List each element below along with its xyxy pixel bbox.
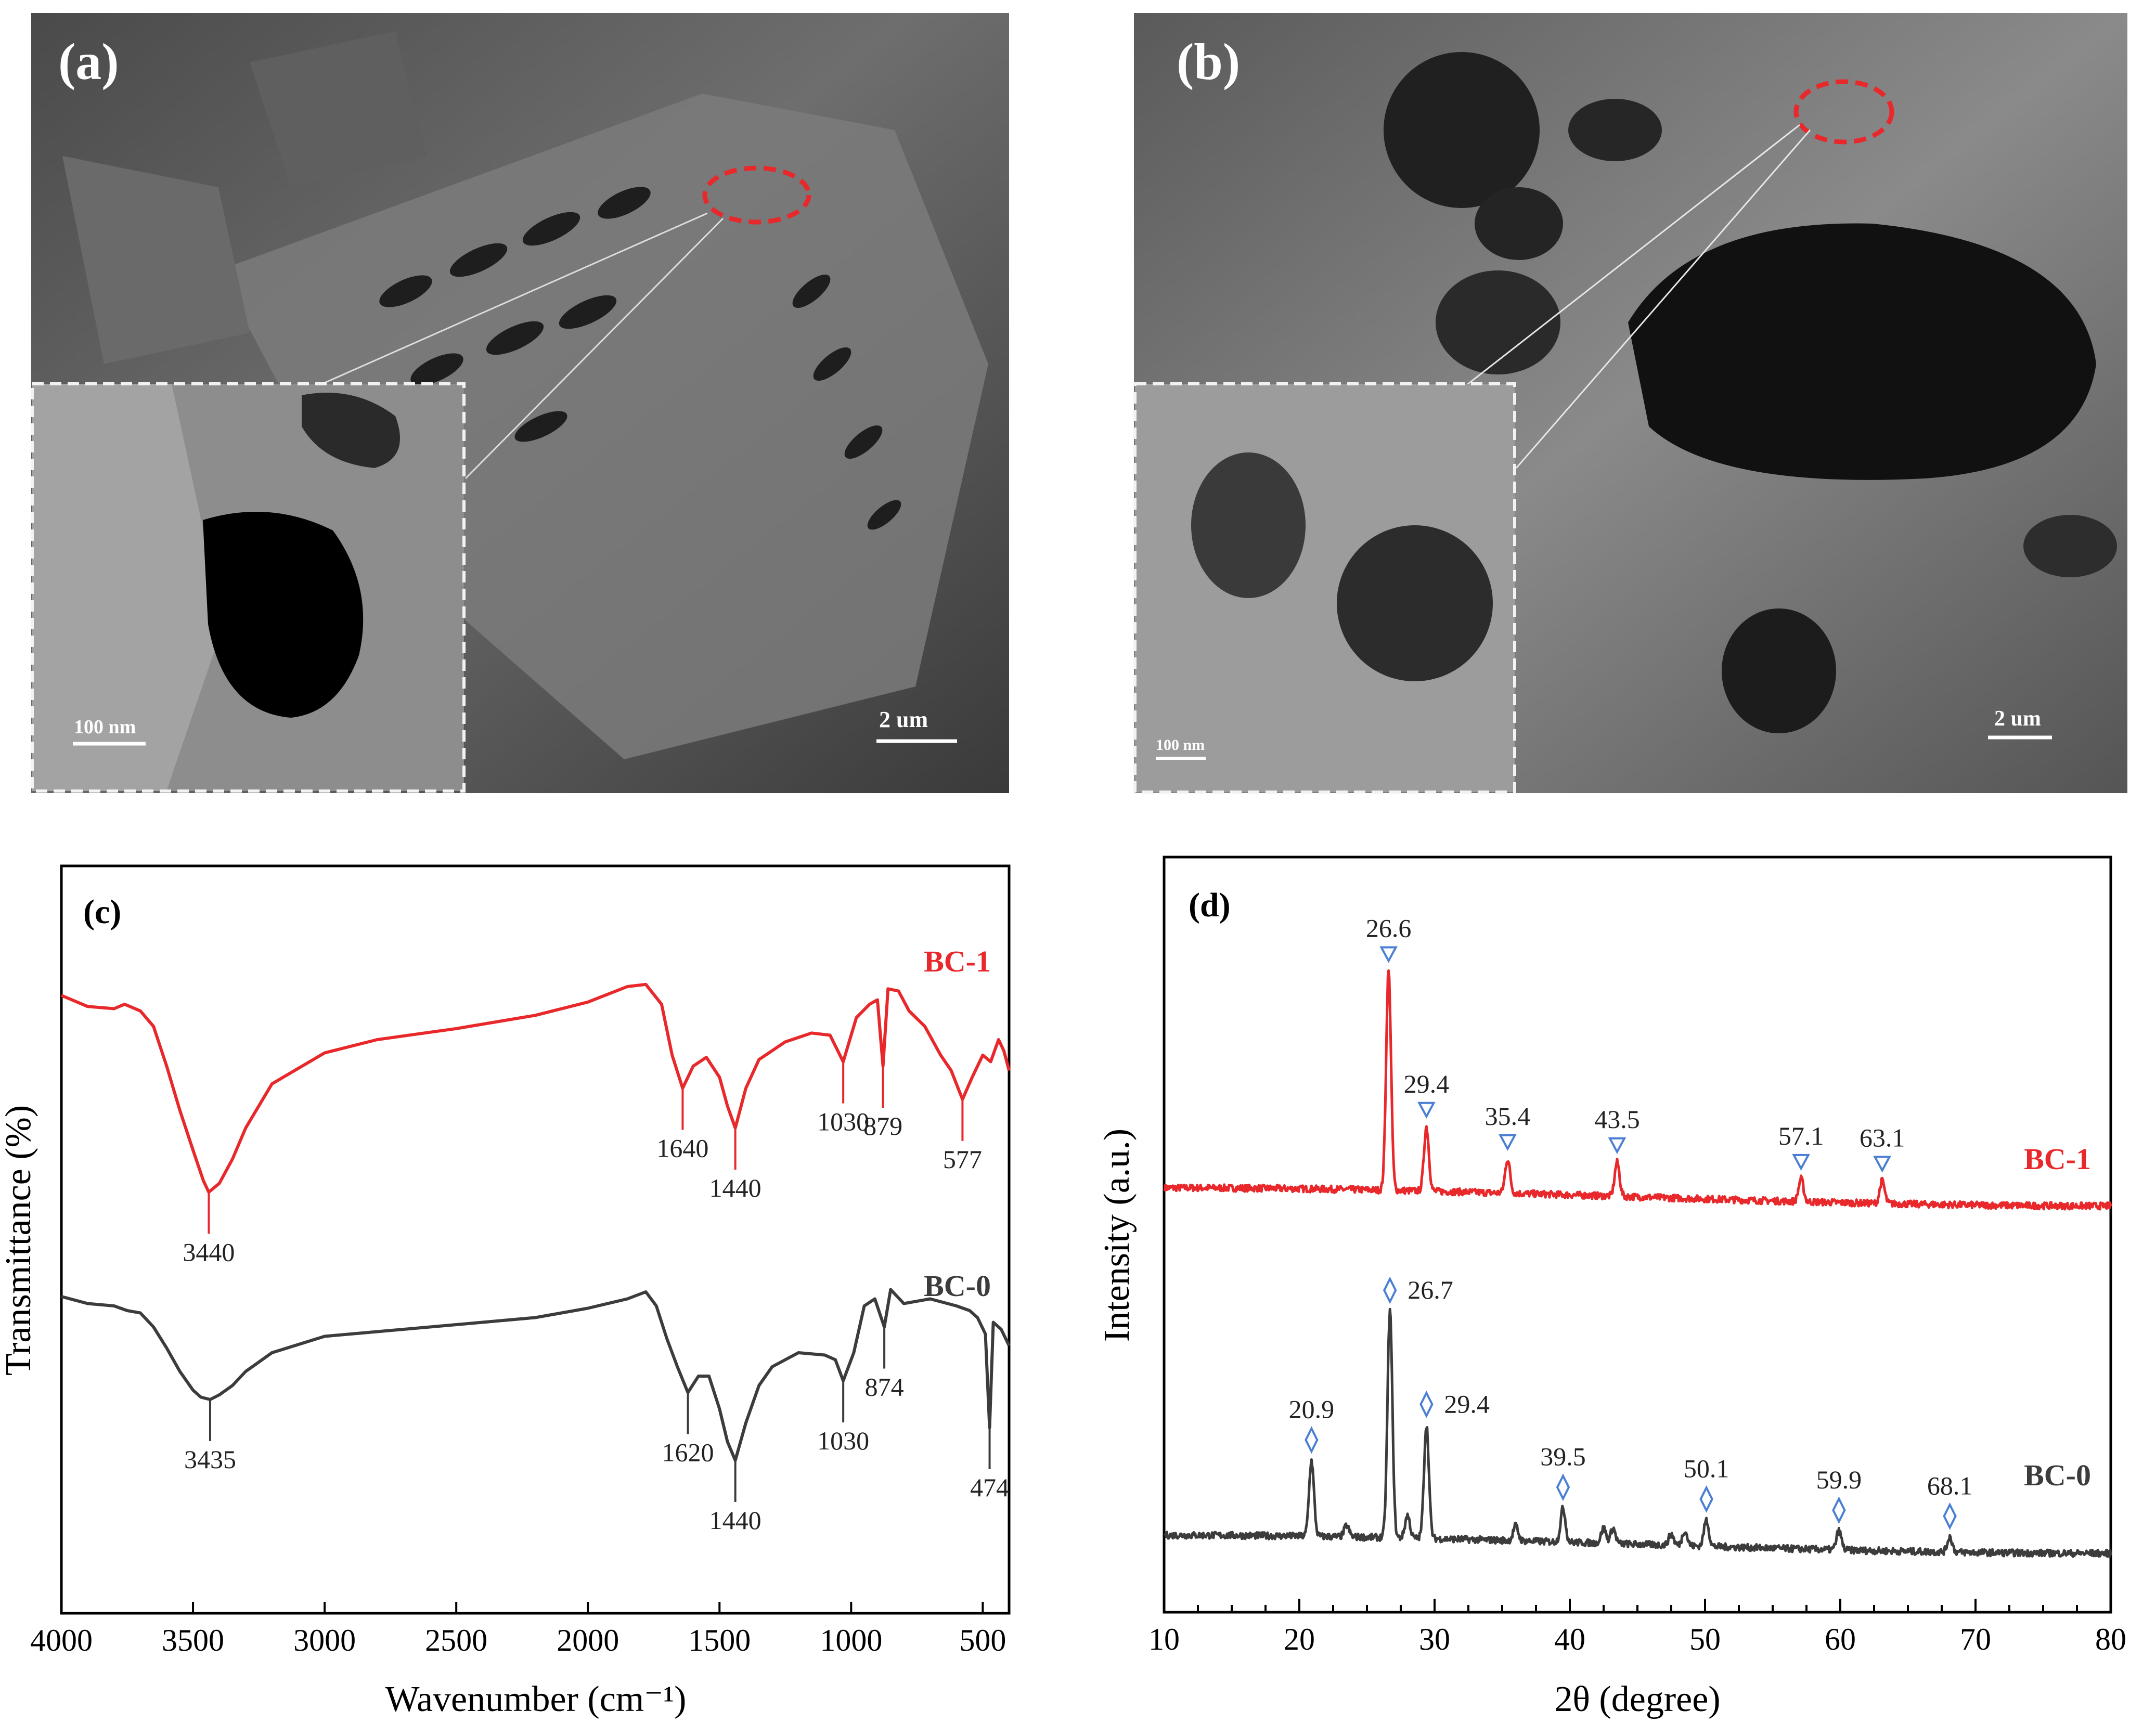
xrd-series-label-bc-0: BC-0 bbox=[2024, 1458, 2091, 1492]
highlight-ellipse-a bbox=[702, 165, 811, 225]
xrd-x-axis-title: 2θ (degree) bbox=[1554, 1679, 1720, 1719]
ftir-peak-label: 1620 bbox=[662, 1438, 714, 1467]
ftir-peak-label: 1440 bbox=[709, 1173, 761, 1202]
xrd-peak-label: 39.5 bbox=[1540, 1442, 1586, 1471]
xrd-peak-label: 29.4 bbox=[1444, 1389, 1490, 1418]
xrd-x-tick-label: 50 bbox=[1689, 1622, 1721, 1656]
scale-label-inset-a: 100 nm bbox=[74, 716, 136, 738]
xrd-peak-label: 59.9 bbox=[1816, 1465, 1862, 1494]
sem-inset-a: 100 nm bbox=[31, 382, 466, 793]
ftir-peak-label: 1030 bbox=[817, 1107, 869, 1136]
ftir-series-bc-1 bbox=[60, 982, 1011, 1194]
scale-label-a: 2 um bbox=[879, 707, 928, 732]
ftir-x-axis: 4000 3500 3000 2500 2000 1500 1000 500 bbox=[30, 1602, 1006, 1657]
xrd-peak-label: 68.1 bbox=[1927, 1471, 1973, 1500]
xrd-x-tick-label: 60 bbox=[1825, 1622, 1856, 1656]
xrd-peak-label: 43.5 bbox=[1594, 1105, 1640, 1134]
xrd-peak-diamond-marker bbox=[1419, 1390, 1434, 1418]
panel-label-d: (d) bbox=[1189, 886, 1231, 924]
ftir-x-tick-label: 500 bbox=[959, 1623, 1006, 1657]
xrd-peak-triangle-marker bbox=[1379, 946, 1398, 963]
ftir-x-tick-label: 3000 bbox=[293, 1623, 356, 1657]
xrd-peak-label: 63.1 bbox=[1860, 1123, 1905, 1152]
ftir-peak-label: 1640 bbox=[656, 1134, 708, 1163]
xrd-series-label-bc-1: BC-1 bbox=[2024, 1142, 2091, 1176]
xrd-peak-triangle-marker bbox=[1417, 1102, 1436, 1119]
sem-image-a: 100 nm 2 um (a) bbox=[31, 13, 1009, 793]
xrd-peak-diamond-marker bbox=[1943, 1502, 1957, 1530]
xrd-peak-label: 20.9 bbox=[1289, 1395, 1335, 1424]
ftir-peak-label: 1030 bbox=[817, 1426, 869, 1455]
panel-label-a: (a) bbox=[58, 33, 119, 90]
xrd-peak-diamond-marker bbox=[1556, 1473, 1570, 1501]
ftir-series-label-bc-0: BC-0 bbox=[924, 1269, 991, 1303]
ftir-peak-label: 577 bbox=[943, 1145, 982, 1174]
highlight-ellipse-b bbox=[1793, 79, 1894, 145]
xrd-peak-triangle-marker bbox=[1608, 1137, 1626, 1155]
ftir-plot-frame bbox=[60, 864, 1011, 1615]
ftir-series-bc-0 bbox=[61, 1288, 1011, 1462]
xrd-peak-label: 57.1 bbox=[1778, 1121, 1824, 1150]
xrd-peak-diamond-marker bbox=[1305, 1426, 1319, 1454]
xrd-peak-label: 35.4 bbox=[1485, 1102, 1531, 1131]
xrd-x-tick-label: 20 bbox=[1284, 1622, 1315, 1656]
ftir-x-tick-label: 1000 bbox=[820, 1623, 882, 1657]
xrd-y-axis-title: Intensity (a.u.) bbox=[1097, 1129, 1137, 1342]
xrd-peak-label: 29.4 bbox=[1404, 1069, 1450, 1098]
ftir-x-axis-title: Wavenumber (cm⁻¹) bbox=[385, 1679, 686, 1719]
xrd-peak-triangle-marker bbox=[1499, 1134, 1517, 1151]
ftir-x-tick-label: 2500 bbox=[425, 1623, 487, 1657]
ftir-series-label-bc-1: BC-1 bbox=[924, 944, 991, 978]
xrd-peak-diamond-marker bbox=[1383, 1276, 1397, 1304]
scale-label-b: 2 um bbox=[1994, 707, 2041, 731]
xrd-x-tick-label: 40 bbox=[1554, 1622, 1585, 1656]
ftir-x-tick-label: 4000 bbox=[30, 1623, 93, 1657]
ftir-peak-label: 1440 bbox=[709, 1506, 761, 1535]
ftir-peak-label: 874 bbox=[865, 1372, 904, 1402]
xrd-peak-diamond-marker bbox=[1832, 1496, 1846, 1524]
ftir-chart: (c) 4000 3500 3000 2500 2000 1500 1000 500 BC-1… bbox=[0, 864, 1011, 1719]
ftir-peak-label: 474 bbox=[970, 1473, 1009, 1502]
xrd-series-bc-0 bbox=[1164, 1307, 2112, 1558]
xrd-x-tick-label: 80 bbox=[2095, 1622, 2126, 1656]
ftir-x-tick-label: 1500 bbox=[688, 1623, 751, 1657]
xrd-x-tick-label: 30 bbox=[1419, 1622, 1450, 1656]
ftir-peak-label: 3435 bbox=[184, 1445, 236, 1474]
xrd-x-tick-label: 10 bbox=[1148, 1622, 1180, 1656]
ftir-x-tick-label: 3500 bbox=[162, 1623, 224, 1657]
panel-label-c: (c) bbox=[83, 893, 121, 931]
sem-inset-b: 100 nm bbox=[1133, 382, 1516, 794]
ftir-peak-label: 879 bbox=[863, 1111, 902, 1141]
xrd-peak-triangle-marker bbox=[1873, 1156, 1891, 1173]
xrd-chart: (d) 10 20 30 40 50 60 70 80 BC-1 BC-0 26.6 29.4 35… bbox=[1097, 856, 2126, 1719]
xrd-peak-label: 50.1 bbox=[1684, 1454, 1729, 1483]
xrd-x-axis: 10 20 30 40 50 60 70 80 bbox=[1148, 1599, 2126, 1656]
ftir-y-axis-title: Transmittance (%) bbox=[0, 1105, 38, 1376]
xrd-x-tick-label: 70 bbox=[1960, 1622, 1991, 1656]
xrd-peak-triangle-marker bbox=[1792, 1154, 1810, 1171]
xrd-peak-label: 26.7 bbox=[1408, 1275, 1453, 1304]
xrd-peak-diamond-marker bbox=[1699, 1485, 1713, 1513]
scale-label-inset-b: 100 nm bbox=[1156, 736, 1205, 754]
ftir-x-tick-label: 2000 bbox=[557, 1623, 619, 1657]
sem-image-b: 100 nm 2 um (b) bbox=[1133, 13, 2127, 794]
xrd-peak-label: 26.6 bbox=[1366, 914, 1412, 943]
xrd-series-bc-1 bbox=[1163, 969, 2112, 1211]
panel-label-b: (b) bbox=[1177, 33, 1240, 90]
ftir-peak-label: 3440 bbox=[183, 1237, 235, 1266]
